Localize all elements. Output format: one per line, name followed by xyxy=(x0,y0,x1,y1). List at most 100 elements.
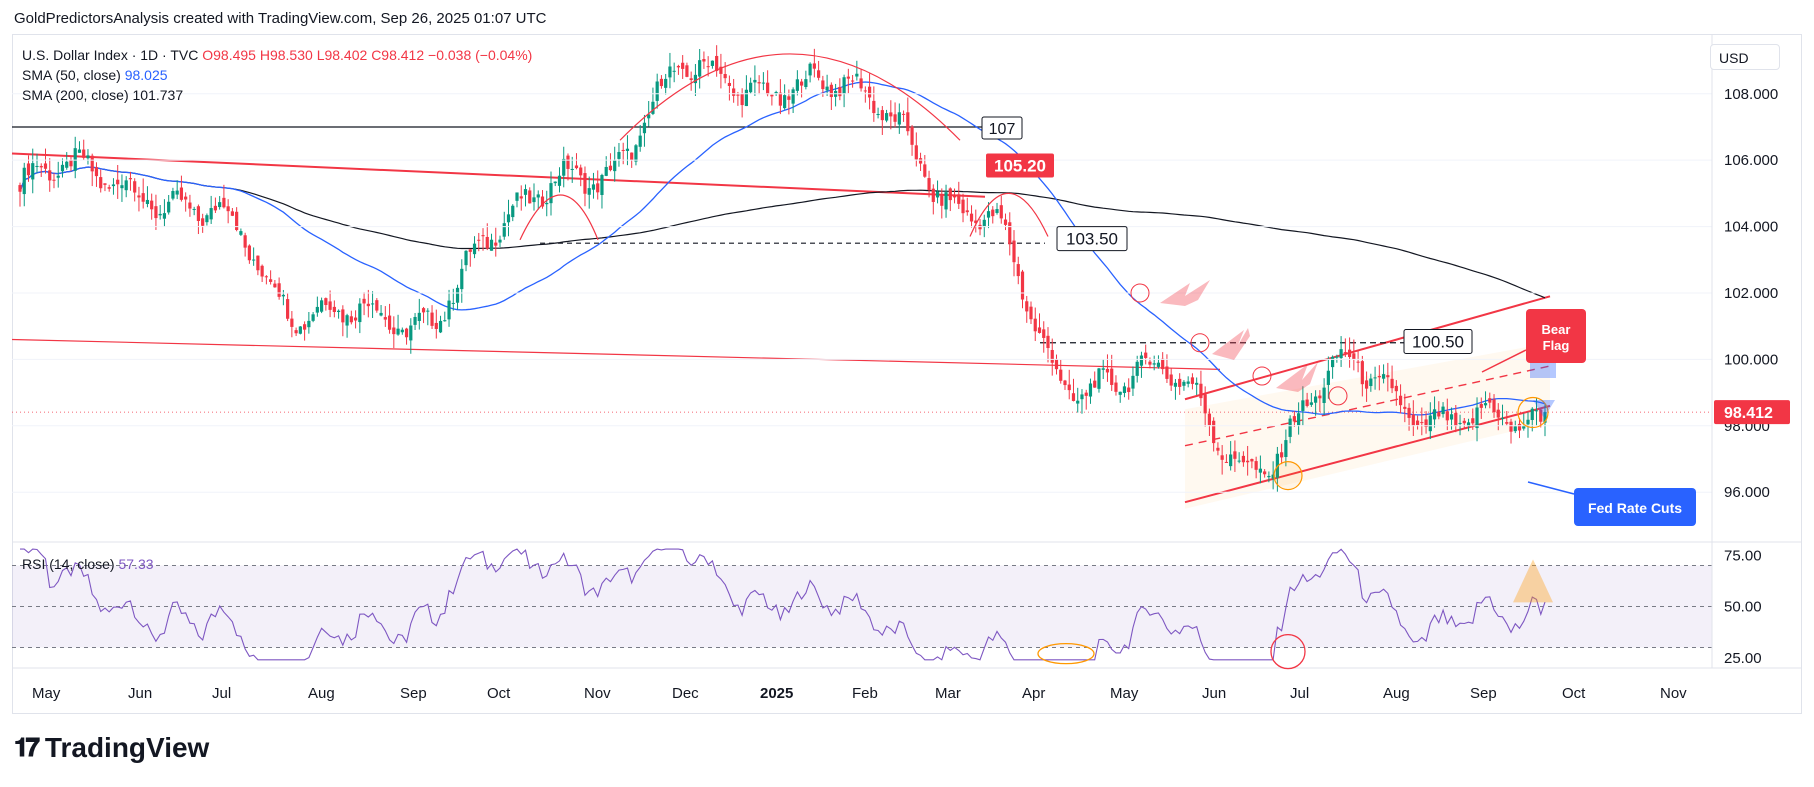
candle-body xyxy=(137,195,141,198)
time-tick-label: Sep xyxy=(1470,685,1497,702)
level-lines-group xyxy=(11,126,1712,413)
sma50-line[interactable]: SMA (50, close) 98.025 xyxy=(22,65,532,85)
sma200-line[interactable]: SMA (200, close) 101.737 xyxy=(22,85,532,105)
candle-body xyxy=(315,306,319,313)
candle-body xyxy=(995,209,999,213)
candle-body xyxy=(298,326,302,334)
chart-legend: U.S. Dollar Index · 1D · TVC O98.495 H98… xyxy=(22,45,532,105)
time-tick-label: Jun xyxy=(1202,685,1226,702)
candle-body xyxy=(732,88,736,96)
candle-body xyxy=(1496,409,1500,418)
candle-body xyxy=(90,155,94,172)
candle-body xyxy=(600,174,604,195)
candle-body xyxy=(145,199,150,205)
candle-body xyxy=(812,63,816,69)
candle-body xyxy=(1059,369,1063,381)
symbol-name[interactable]: U.S. Dollar Index · 1D · TVC xyxy=(22,47,199,63)
candle-body xyxy=(918,158,923,164)
candle-body xyxy=(736,94,740,96)
candle-body xyxy=(1144,352,1148,358)
candle-body xyxy=(536,194,540,198)
candle-body xyxy=(171,191,175,199)
candle-body xyxy=(761,82,765,84)
candle-body xyxy=(1029,306,1033,320)
candle-body xyxy=(579,167,583,176)
candle-body xyxy=(1139,355,1144,366)
candle-body xyxy=(324,298,328,306)
candle-body xyxy=(545,202,549,205)
time-tick-label: Oct xyxy=(487,685,511,702)
candle-body xyxy=(519,196,523,199)
bear-flag-lower-line xyxy=(1184,404,1551,504)
pink-arrow-icon xyxy=(1160,280,1210,306)
candle-body xyxy=(825,86,829,91)
candle-body xyxy=(1207,413,1212,426)
candle-body xyxy=(685,65,689,77)
currency-selector[interactable]: USD xyxy=(1710,44,1780,70)
candle-body xyxy=(256,255,260,271)
tradingview-logo[interactable]: 𝟏𝟕 TradingView xyxy=(14,732,209,764)
level-103-50-label-box xyxy=(1056,226,1128,252)
candle-body xyxy=(1445,411,1449,421)
chart-header: GoldPredictorsAnalysis created with Trad… xyxy=(14,10,547,27)
candle-body xyxy=(1216,447,1220,451)
candle-body xyxy=(1432,409,1437,420)
candle-body xyxy=(1016,264,1020,277)
candle-body xyxy=(689,78,693,81)
candle-body xyxy=(1318,395,1322,399)
sma50-label: SMA (50, close) xyxy=(22,67,121,83)
candle-body xyxy=(154,206,158,219)
candle-body xyxy=(1500,417,1505,419)
candle-body xyxy=(804,79,808,87)
highlight-circle xyxy=(1328,386,1348,406)
candle-body xyxy=(1309,402,1313,405)
candle-body xyxy=(651,101,655,114)
candle-body xyxy=(1233,451,1237,459)
candle-body xyxy=(1097,368,1101,389)
candle-body xyxy=(341,309,345,323)
candle-body xyxy=(179,187,184,200)
candle-body xyxy=(353,317,358,321)
candle-body xyxy=(243,235,247,248)
candle-body xyxy=(1080,394,1084,400)
candle-body xyxy=(366,303,370,307)
candle-body xyxy=(863,90,867,92)
candle-body xyxy=(893,114,897,122)
candle-body xyxy=(1135,361,1139,376)
candle-body xyxy=(1331,356,1335,368)
candle-body xyxy=(443,320,447,322)
price-tick-label: 104.000 xyxy=(1724,219,1778,236)
candle-body xyxy=(1267,475,1271,478)
candle-body xyxy=(1076,400,1080,404)
candle-body xyxy=(1360,361,1364,385)
level-103-50-label: 103.50 xyxy=(1066,230,1118,249)
candle-body xyxy=(702,59,706,62)
candle-body xyxy=(829,84,833,98)
candle-body xyxy=(286,299,290,319)
tradingview-wordmark: TradingView xyxy=(44,732,210,763)
rsi-value: 57.33 xyxy=(118,556,154,572)
rsi-legend[interactable]: RSI (14, close) 57.33 xyxy=(22,556,154,572)
candle-body xyxy=(876,114,880,116)
candle-body xyxy=(1407,407,1411,418)
candle-body xyxy=(727,82,732,86)
candle-body xyxy=(494,242,498,246)
candle-body xyxy=(252,259,256,261)
candle-body xyxy=(664,78,668,88)
candle-body xyxy=(528,190,532,204)
price-chart[interactable]: 108.000106.000104.000102.000100.00098.00… xyxy=(0,0,1814,720)
bear-flag-upper-line xyxy=(1184,295,1551,401)
candle-body xyxy=(1539,409,1543,422)
candle-body xyxy=(468,249,472,252)
candle-body xyxy=(991,209,995,217)
candle-body xyxy=(808,63,812,76)
candle-body xyxy=(1488,398,1492,403)
candle-body xyxy=(1203,394,1207,414)
blue-arrow-head-icon xyxy=(1533,400,1555,418)
candle-body xyxy=(264,276,268,278)
candle-body xyxy=(957,194,961,204)
candle-body xyxy=(18,185,22,192)
level-105-20-label: 105.20 xyxy=(994,157,1046,176)
candle-body xyxy=(1152,363,1156,365)
candle-body xyxy=(1012,240,1016,263)
